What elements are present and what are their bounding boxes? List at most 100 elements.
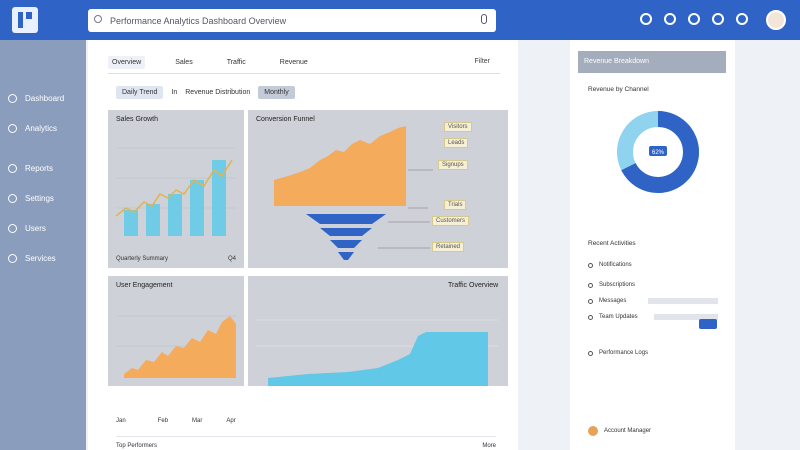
panel-header: Revenue Breakdown bbox=[578, 51, 726, 73]
list-item[interactable]: Notifications bbox=[588, 262, 718, 268]
gear-icon bbox=[8, 194, 17, 203]
tick-label: Jan bbox=[116, 418, 126, 424]
list-icon bbox=[588, 262, 593, 268]
bar bbox=[190, 180, 204, 236]
user-icon bbox=[8, 224, 17, 233]
tab-sales[interactable]: Sales bbox=[175, 59, 193, 66]
card-title: Sales Growth bbox=[116, 116, 159, 123]
area-fill bbox=[274, 126, 406, 206]
right-panel: Revenue Breakdown Revenue by Channel 62%… bbox=[570, 40, 735, 450]
filter-chip[interactable]: Daily Trend bbox=[116, 86, 164, 99]
card-title: Conversion Funnel bbox=[256, 116, 315, 123]
funnel-segment bbox=[330, 240, 362, 248]
progress-bar bbox=[648, 298, 718, 304]
donut-slice bbox=[617, 111, 699, 193]
funnel-label: Signups bbox=[438, 160, 468, 170]
donut-center: 62% bbox=[652, 150, 665, 156]
donut-title: Revenue by Channel bbox=[588, 86, 649, 93]
area-fill bbox=[268, 332, 488, 386]
funnel-label: Visitors bbox=[444, 122, 472, 132]
sidebar-item-users[interactable]: Users bbox=[8, 224, 46, 233]
donut-center-badge bbox=[649, 146, 667, 156]
avatar[interactable] bbox=[766, 10, 786, 30]
tab-revenue[interactable]: Revenue bbox=[279, 59, 308, 66]
tab-overview[interactable]: Overview bbox=[108, 56, 146, 69]
funnel-label: Leads bbox=[444, 138, 469, 148]
funnel-label: Retained bbox=[432, 242, 465, 252]
tick-label: Apr bbox=[226, 418, 236, 424]
filter-chip[interactable]: Monthly bbox=[258, 86, 295, 99]
traffic-chart bbox=[256, 319, 498, 386]
bar bbox=[212, 160, 226, 236]
traffic-overview-card[interactable]: Traffic Overview bbox=[248, 276, 508, 386]
bar bbox=[124, 210, 138, 236]
card-title: User Engagement bbox=[116, 282, 173, 289]
main-content: Overview Sales Traffic Revenue Filter Da… bbox=[88, 40, 518, 450]
sidebar: Dashboard Analytics Reports Settings Use… bbox=[0, 40, 86, 450]
bar bbox=[146, 204, 160, 236]
donut-chart: 62% bbox=[617, 111, 699, 193]
funnel-label: Trials bbox=[444, 200, 467, 210]
area-fill bbox=[124, 316, 236, 378]
list-icon bbox=[588, 298, 593, 304]
list-icon bbox=[588, 350, 593, 356]
panel-footer: Account Manager bbox=[588, 426, 651, 436]
more-link[interactable]: More bbox=[482, 443, 496, 449]
avatar[interactable] bbox=[588, 426, 598, 436]
sidebar-item-label: Reports bbox=[25, 164, 54, 173]
list-icon bbox=[588, 314, 593, 320]
sidebar-item-label: Dashboard bbox=[25, 94, 65, 103]
filter-link[interactable]: Filter bbox=[474, 58, 490, 65]
sidebar-item-analytics[interactable]: Analytics bbox=[8, 124, 57, 133]
sales-chart bbox=[115, 147, 236, 236]
user-engagement-card[interactable]: User Engagement bbox=[108, 276, 244, 386]
list-item[interactable]: Messages bbox=[588, 298, 718, 304]
mic-icon[interactable] bbox=[481, 14, 487, 24]
home-icon bbox=[8, 94, 17, 103]
service-icon bbox=[8, 254, 17, 263]
sidebar-item-reports[interactable]: Reports bbox=[8, 164, 53, 173]
sidebar-item-label: Services bbox=[25, 254, 56, 263]
engagement-chart bbox=[116, 315, 236, 378]
sidebar-item-label: Settings bbox=[25, 194, 54, 203]
action-button[interactable] bbox=[699, 319, 717, 329]
footer-label: Account Manager bbox=[604, 428, 652, 434]
help-icon[interactable] bbox=[688, 13, 700, 25]
trend-line bbox=[115, 159, 233, 217]
funnel-segment bbox=[338, 252, 354, 260]
top-bar bbox=[0, 0, 800, 40]
sidebar-item-label: Users bbox=[25, 224, 46, 233]
funnel-segment bbox=[306, 214, 386, 224]
list-item[interactable]: Subscriptions bbox=[588, 282, 718, 288]
filter-connector: In bbox=[171, 89, 178, 96]
month-axis: Jan Feb Mar Apr bbox=[116, 418, 496, 424]
funnel-label: Customers bbox=[432, 216, 470, 226]
sidebar-item-settings[interactable]: Settings bbox=[8, 194, 54, 203]
section-title: Top Performers bbox=[116, 443, 158, 449]
list-item[interactable]: Team Updates bbox=[588, 314, 718, 320]
tab-bar: Overview Sales Traffic Revenue Filter bbox=[108, 52, 500, 74]
bell-icon[interactable] bbox=[640, 13, 652, 25]
funnel-chart bbox=[274, 126, 433, 260]
card-footer-right: Q4 bbox=[227, 256, 236, 262]
app-logo[interactable] bbox=[12, 7, 38, 33]
chart-icon bbox=[8, 124, 17, 133]
list-item[interactable]: Performance Logs bbox=[588, 350, 718, 356]
list-icon bbox=[588, 282, 593, 288]
search-input[interactable] bbox=[88, 9, 496, 32]
sidebar-item-services[interactable]: Services bbox=[8, 254, 56, 263]
section-footer: Top Performers More bbox=[116, 436, 496, 449]
progress-bar bbox=[654, 314, 718, 320]
tab-traffic[interactable]: Traffic bbox=[226, 59, 246, 66]
sales-growth-card[interactable]: Sales Growth Quarterly Summary Q4 bbox=[108, 110, 244, 268]
tick-label: Feb bbox=[157, 418, 169, 424]
filter-text: Revenue Distribution bbox=[185, 89, 251, 96]
settings-icon[interactable] bbox=[664, 13, 676, 25]
apps-icon[interactable] bbox=[712, 13, 724, 25]
conversion-funnel-card[interactable]: Conversion Funnel Visitors Leads Signups… bbox=[248, 110, 508, 268]
filter-row: Daily Trend In Revenue Distribution Mont… bbox=[116, 86, 295, 99]
user-icon[interactable] bbox=[736, 13, 748, 25]
bar bbox=[168, 194, 182, 236]
sidebar-item-dashboard[interactable]: Dashboard bbox=[8, 94, 64, 103]
card-footer: Quarterly Summary bbox=[116, 256, 169, 262]
